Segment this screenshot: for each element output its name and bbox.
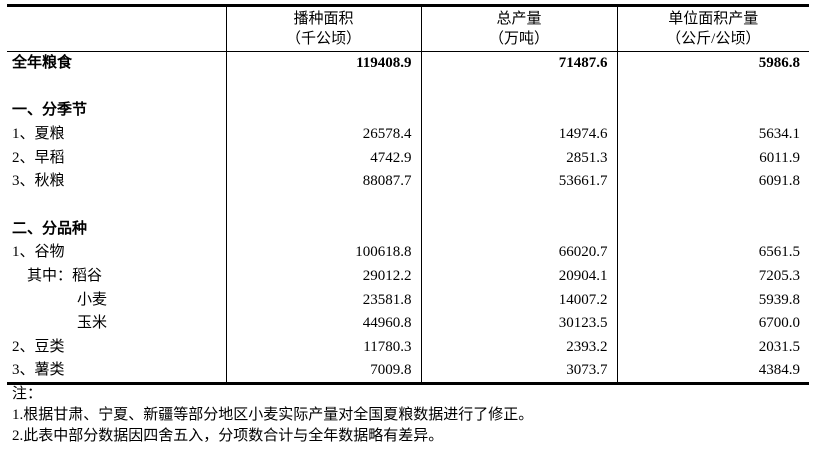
total-output-value: 14007.2 — [420, 288, 617, 313]
total-output-value: 66020.7 — [420, 241, 617, 265]
table-row: 全年粮食 119408.9 71487.6 5986.8 — [7, 51, 809, 76]
row-label: 2、早稻 — [12, 149, 65, 166]
row-label: 1、夏粮 — [12, 125, 65, 142]
sown-area-value — [225, 98, 421, 123]
header-yield: 单位面积产量 （公斤/公顷） — [616, 4, 809, 52]
sown-area-value: 119408.9 — [225, 51, 421, 76]
header-unit: （万吨） — [488, 31, 549, 47]
yield-value: 6011.9 — [616, 146, 809, 170]
row-label: 玉米 — [77, 315, 108, 332]
table-row: 3、秋粮 88087.7 53661.7 6091.8 — [7, 169, 809, 194]
yield-value: 6091.8 — [616, 169, 809, 194]
row-label: 3、薯类 — [7, 359, 226, 386]
header-title: 总产量 — [496, 11, 542, 27]
yield-value: 6561.5 — [616, 241, 809, 265]
table-row — [7, 193, 809, 218]
total-output-value: 2851.3 — [420, 146, 617, 170]
note-1: 1.根据甘肃、宁夏、新疆等部分地区小麦实际产量对全国夏粮数据进行了修正。 — [12, 407, 534, 423]
header-row: 播种面积 （千公顷） 总产量 （万吨） 单位面积产量 （公斤/公顷） — [7, 4, 809, 52]
yield-value — [616, 217, 809, 241]
sown-area-value: 26578.4 — [225, 122, 421, 147]
yield-value: 5634.1 — [616, 122, 809, 147]
table-row: 2、早稻 4742.9 2851.3 6011.9 — [7, 146, 809, 170]
header-sown-area: 播种面积 （千公顷） — [225, 4, 421, 52]
header-blank — [7, 4, 226, 52]
note-2: 2.此表中部分数据因四舍五入，分项数合计与全年数据略有差异。 — [12, 428, 444, 444]
table-row: 1、夏粮 26578.4 14974.6 5634.1 — [7, 122, 809, 147]
total-output-value: 2393.2 — [420, 335, 617, 360]
table-row: 1、谷物 100618.8 66020.7 6561.5 — [7, 241, 809, 265]
sown-area-value — [225, 75, 421, 99]
yield-value — [616, 98, 809, 123]
table-row: 玉米 44960.8 30123.5 6700.0 — [7, 312, 809, 336]
yield-value: 5986.8 — [616, 51, 809, 76]
table-row: 其中：稻谷 29012.2 20904.1 7205.3 — [7, 264, 809, 289]
yield-value: 7205.3 — [616, 264, 809, 289]
table-row: 2、豆类 11780.3 2393.2 2031.5 — [7, 335, 809, 360]
yield-value: 2031.5 — [616, 335, 809, 360]
yield-value — [616, 193, 809, 218]
table-row — [7, 75, 809, 99]
sown-area-value — [225, 193, 421, 218]
sown-area-value: 100618.8 — [225, 241, 421, 265]
row-label: 小麦 — [77, 291, 108, 308]
yield-value: 6700.0 — [616, 312, 809, 336]
total-output-value — [420, 75, 617, 99]
yield-value — [616, 75, 809, 99]
row-label: 1、谷物 — [12, 244, 65, 261]
yield-value: 5939.8 — [616, 288, 809, 313]
sown-area-value: 11780.3 — [225, 335, 421, 360]
grain-production-table: 播种面积 （千公顷） 总产量 （万吨） 单位面积产量 （公斤/公顷） 全年粮食 1194… — [7, 4, 809, 386]
sown-area-value: 23581.8 — [225, 288, 421, 313]
total-output-value — [420, 98, 617, 123]
header-total-output: 总产量 （万吨） — [420, 4, 617, 52]
total-output-value: 3073.7 — [420, 359, 617, 386]
table-row: 小麦 23581.8 14007.2 5939.8 — [7, 288, 809, 313]
header-title: 单位面积产量 — [668, 11, 759, 27]
sown-area-value — [225, 217, 421, 241]
row-label: 其中：稻谷 — [27, 268, 103, 285]
row-label — [7, 75, 226, 99]
sown-area-value: 44960.8 — [225, 312, 421, 336]
sown-area-value: 88087.7 — [225, 169, 421, 194]
table-row: 3、薯类 7009.8 3073.7 4384.9 — [7, 359, 809, 386]
sown-area-value: 29012.2 — [225, 264, 421, 289]
sown-area-value: 4742.9 — [225, 146, 421, 170]
total-output-value: 30123.5 — [420, 312, 617, 336]
yield-value: 4384.9 — [616, 359, 809, 386]
row-label: 3、秋粮 — [12, 173, 65, 190]
row-label: 全年粮食 — [12, 55, 73, 72]
notes: 注： 1.根据甘肃、宁夏、新疆等部分地区小麦实际产量对全国夏粮数据进行了修正。 … — [12, 384, 533, 447]
total-output-value: 14974.6 — [420, 122, 617, 147]
header-title: 播种面积 — [293, 11, 354, 27]
row-label — [7, 194, 226, 218]
total-output-value — [420, 193, 617, 218]
row-label: 一、分季节 — [12, 102, 88, 119]
table-row: 一、分季节 — [7, 98, 809, 123]
total-output-value — [420, 217, 617, 241]
total-output-value: 71487.6 — [420, 51, 617, 76]
total-output-value: 20904.1 — [420, 264, 617, 289]
notes-title: 注： — [12, 386, 43, 402]
table-row: 二、分品种 — [7, 217, 809, 241]
total-output-value: 53661.7 — [420, 169, 617, 194]
header-unit: （千公顷） — [285, 31, 361, 47]
row-label: 2、豆类 — [12, 339, 65, 356]
sown-area-value: 7009.8 — [225, 359, 421, 386]
header-unit: （公斤/公顷） — [666, 31, 761, 47]
row-label: 二、分品种 — [12, 220, 88, 237]
